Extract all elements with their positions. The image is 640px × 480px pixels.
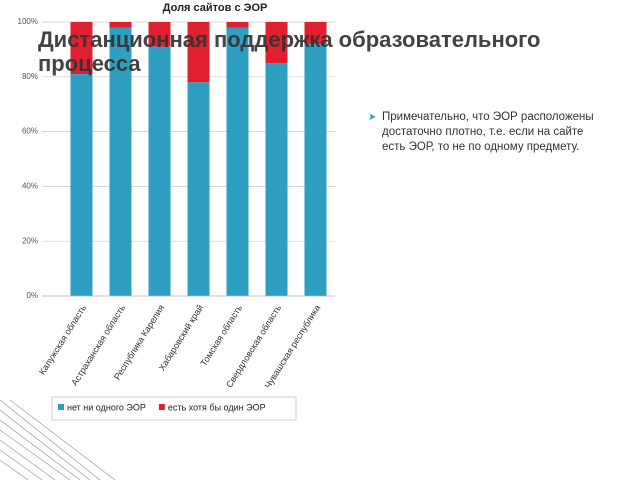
y-tick-label: 40% (22, 182, 38, 191)
bar-segment (187, 22, 210, 83)
bar-segment (226, 27, 249, 296)
bar-segment (148, 46, 171, 296)
slide-title: Дистанционная поддержка образовательного… (38, 27, 541, 76)
bar-segment (109, 27, 132, 296)
legend-label: есть хотя бы один ЭОР (168, 402, 266, 412)
bar-segment (109, 22, 132, 28)
bar-segment (304, 43, 327, 296)
y-tick-label: 0% (26, 291, 38, 300)
decoration (0, 399, 116, 480)
legend-label: нет ни одного ЭОР (67, 402, 146, 412)
note-text: Примечательно, что ЭОР расположены доста… (382, 111, 594, 153)
bar-segment (265, 22, 288, 64)
chart-title: Доля сайтов с ЭОР (163, 2, 268, 14)
bar-segment (187, 82, 210, 296)
bar-segment (304, 22, 327, 44)
bar-segment (148, 22, 171, 47)
bullet: ➤ (368, 112, 377, 123)
bar-segment (70, 74, 93, 296)
legend-box (51, 396, 297, 421)
x-tick-label: Томская область (198, 303, 244, 368)
bar-segment (226, 22, 249, 28)
legend-swatch (58, 404, 64, 410)
y-tick-label: 80% (22, 72, 38, 81)
y-tick-label: 20% (22, 236, 38, 245)
bar-segment (70, 22, 93, 75)
y-tick-label: 60% (22, 127, 38, 136)
y-tick-label: 100% (18, 17, 38, 26)
bar-segment (265, 63, 288, 296)
note: ➤ Примечательно, что ЭОР расположены дост… (368, 110, 607, 155)
legend-swatch (158, 404, 165, 410)
